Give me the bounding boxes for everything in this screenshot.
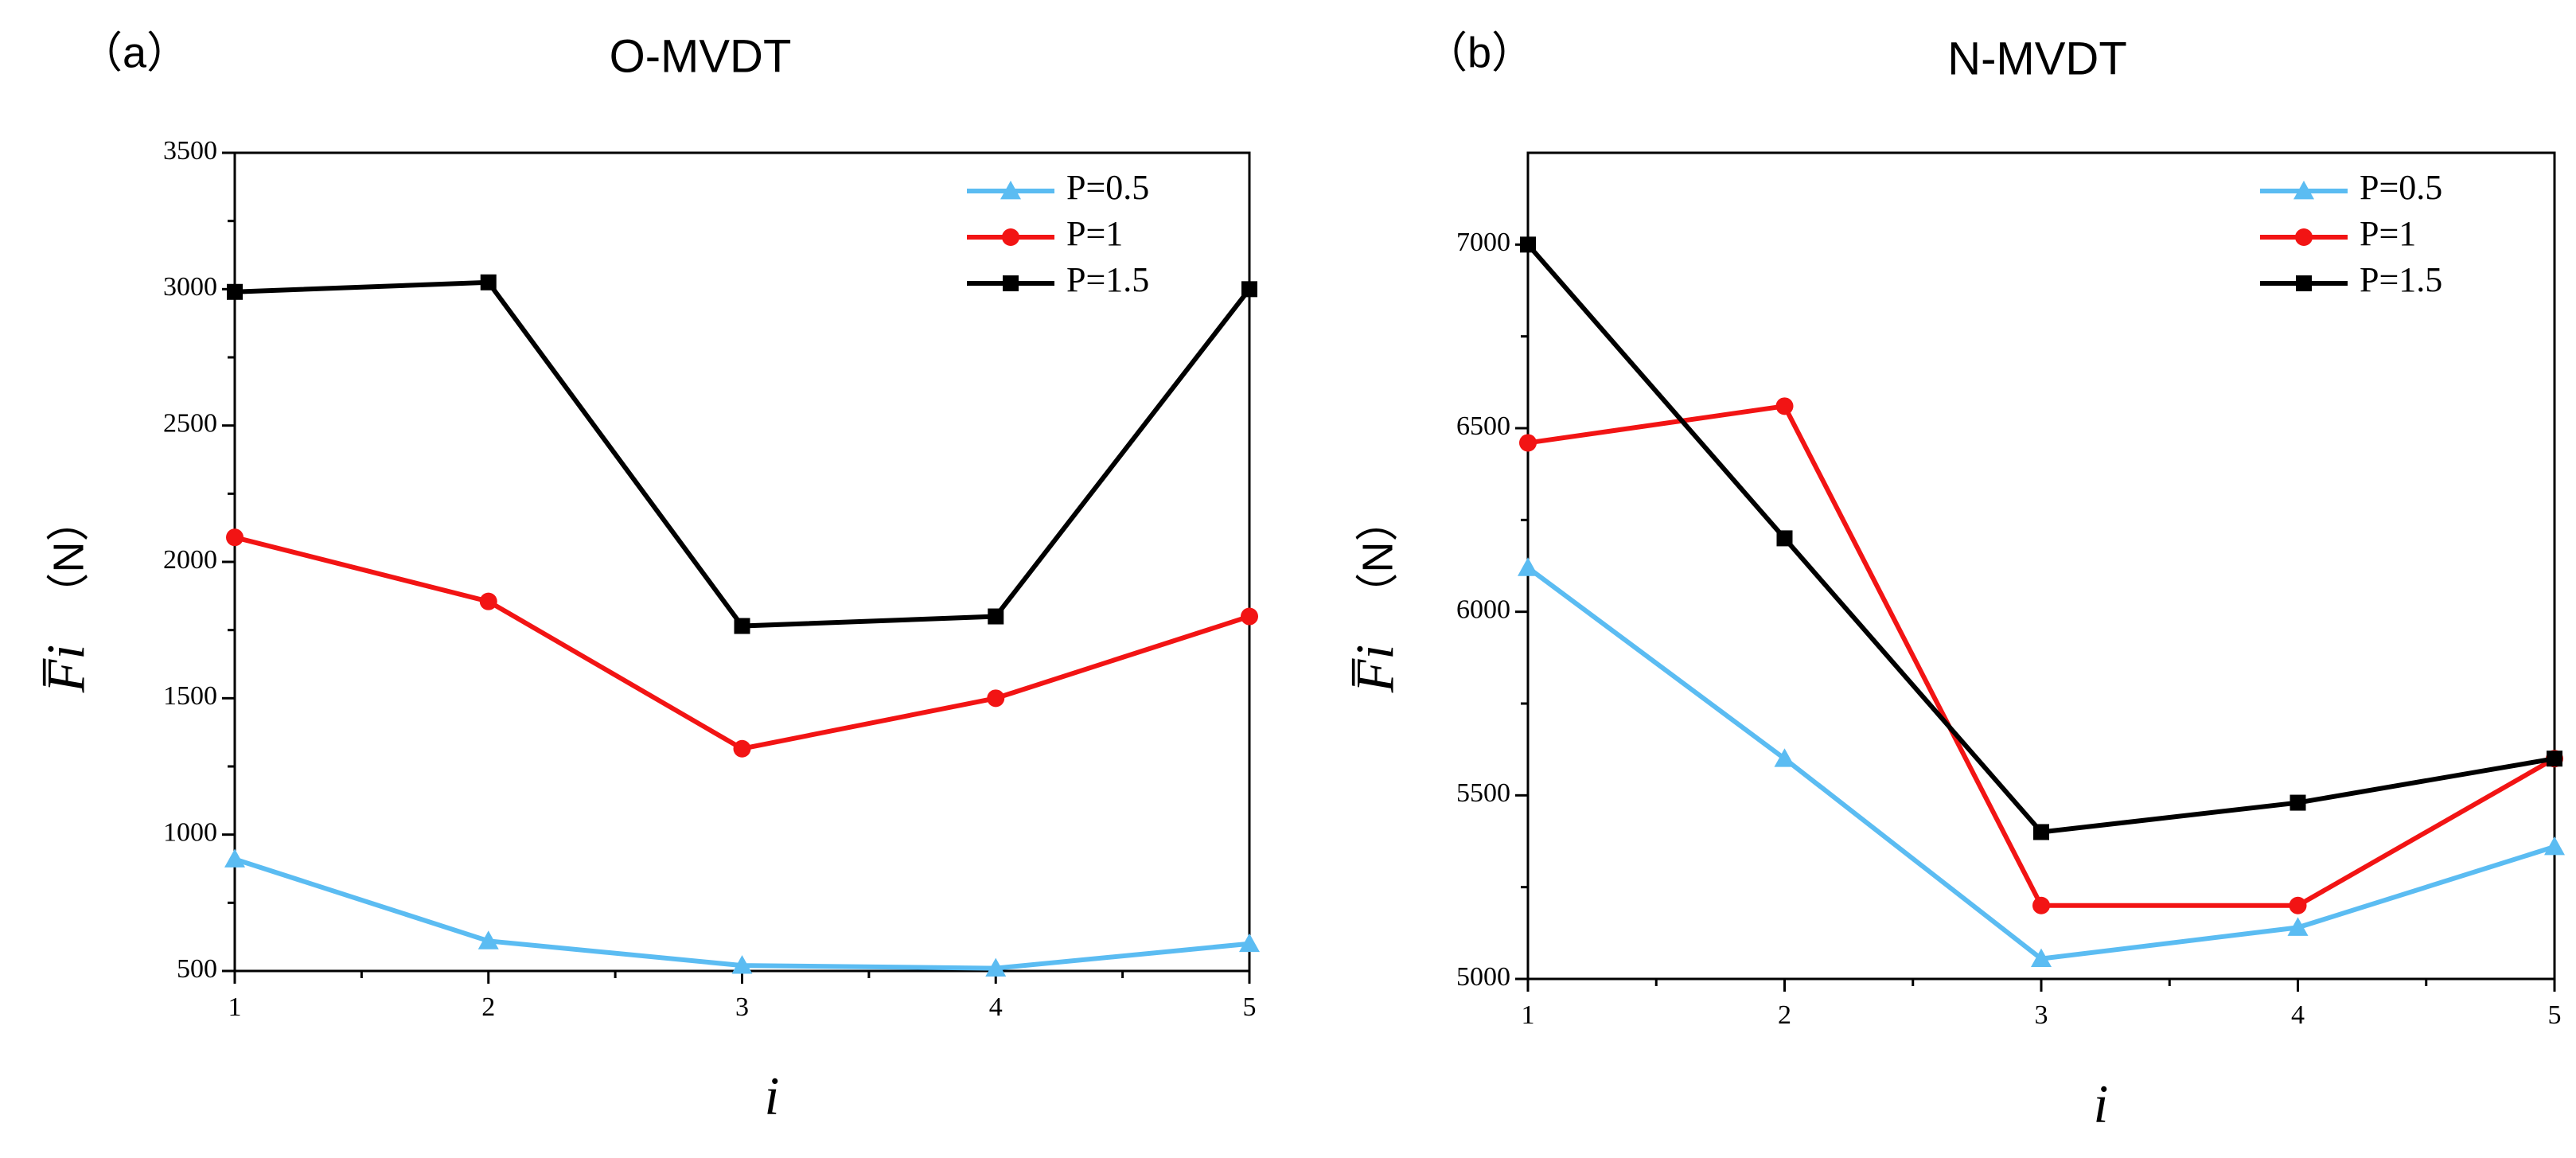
series-P=0.5 — [1518, 557, 2565, 968]
x-tick-label: 3 — [735, 992, 749, 1022]
y-axis-symbol: F̅i — [1345, 645, 1405, 693]
x-tick-label: 2 — [1778, 1000, 1791, 1030]
legend-marker — [2296, 275, 2312, 291]
data-point — [987, 689, 1005, 708]
data-point — [480, 274, 497, 290]
x-tick-label: 1 — [1522, 1000, 1535, 1030]
y-axis-label: F̅i （N） — [36, 499, 96, 694]
data-point — [1519, 434, 1537, 452]
panel-label: （a） — [80, 29, 189, 76]
series-P=1 — [226, 528, 1258, 758]
data-point — [2287, 917, 2309, 936]
legend: P=0.5 P=1 P=1.5 — [967, 168, 1149, 299]
data-point — [2544, 836, 2565, 856]
data-point — [479, 592, 497, 610]
data-point — [1518, 557, 1538, 576]
legend-label: P=0.5 — [1066, 168, 1149, 207]
data-point — [227, 283, 243, 300]
y-tick-label: 1500 — [163, 681, 217, 711]
legend-marker — [1000, 181, 1021, 200]
y-tick-label: 2000 — [163, 545, 217, 575]
legend-label: P=1 — [2360, 214, 2416, 253]
data-point — [1239, 933, 1260, 953]
data-point — [224, 848, 245, 868]
data-point — [2032, 896, 2050, 914]
y-tick-label: 6000 — [1456, 595, 1510, 624]
y-axis-symbol: F̅i — [36, 645, 96, 693]
x-tick-label: 4 — [2291, 1000, 2305, 1030]
series-P=1.5 — [1520, 236, 2562, 840]
y-tick-label: 1000 — [163, 817, 217, 847]
data-point — [2547, 751, 2562, 767]
x-tick-label: 2 — [481, 992, 495, 1022]
x-tick-label: 1 — [228, 992, 242, 1022]
panel-label: （b） — [1424, 29, 1534, 76]
y-axis-unit: （N） — [45, 499, 92, 616]
data-point — [1241, 281, 1257, 298]
data-point — [2289, 896, 2307, 914]
x-axis-label: i — [765, 1066, 780, 1126]
y-tick-label: 5000 — [1456, 962, 1510, 992]
chart-panel-b: （b） N-MVDT 5000 5500 6000 6500 7000 1 2 3 4 5 i F̅i （N… — [1345, 29, 2565, 1134]
y-tick-label: 7000 — [1456, 228, 1510, 257]
data-point — [731, 955, 753, 974]
data-point — [2290, 794, 2306, 811]
legend-marker — [2293, 181, 2314, 200]
data-point — [734, 618, 750, 634]
y-tick-label: 500 — [177, 954, 217, 984]
y-axis-label: F̅i （N） — [1345, 499, 1405, 694]
y-axis-unit: （N） — [1354, 499, 1401, 616]
x-tick-label: 5 — [2548, 1000, 2562, 1030]
y-tick-label: 2500 — [163, 408, 217, 438]
chart-panel-a: （a） O-MVDT 500 1000 1500 2000 2500 3000 3500 1 2 3 4… — [36, 29, 1260, 1126]
legend-label: P=1.5 — [2360, 260, 2442, 299]
data-point — [477, 930, 499, 949]
chart-title: O-MVDT — [610, 30, 792, 82]
data-point — [226, 528, 244, 547]
series-line — [234, 856, 1250, 971]
legend-marker — [1003, 275, 1019, 291]
legend: P=0.5 P=1 P=1.5 — [2260, 168, 2442, 299]
legend-label: P=1 — [1066, 214, 1123, 253]
series-P=1 — [1519, 397, 2563, 914]
data-point — [1520, 236, 1536, 253]
data-point — [1776, 530, 1793, 547]
data-point — [733, 739, 751, 758]
legend-marker — [1002, 228, 1019, 246]
data-point — [1774, 748, 1795, 767]
legend-label: P=1.5 — [1066, 260, 1149, 299]
chart-title: N-MVDT — [1947, 33, 2127, 84]
data-point — [1241, 607, 1258, 626]
legend-label: P=0.5 — [2360, 168, 2442, 207]
y-tick-label: 6500 — [1456, 411, 1510, 441]
data-point — [1775, 397, 1794, 415]
series-line — [234, 535, 1250, 751]
data-point — [2033, 824, 2049, 840]
x-tick-label: 3 — [2035, 1000, 2048, 1030]
data-point — [2031, 948, 2052, 968]
series-P=0.5 — [224, 848, 1260, 977]
y-tick-label: 5500 — [1456, 778, 1510, 808]
y-tick-label: 3000 — [163, 272, 217, 302]
series-line — [1526, 243, 2555, 835]
x-axis-label: i — [2094, 1074, 2109, 1134]
y-tick-label: 3500 — [163, 136, 217, 166]
data-point — [985, 957, 1007, 977]
legend-marker — [2295, 228, 2313, 246]
x-tick-label: 5 — [1243, 992, 1257, 1022]
series-P=1.5 — [227, 274, 1257, 634]
data-point — [988, 608, 1004, 625]
x-tick-label: 4 — [989, 992, 1003, 1022]
